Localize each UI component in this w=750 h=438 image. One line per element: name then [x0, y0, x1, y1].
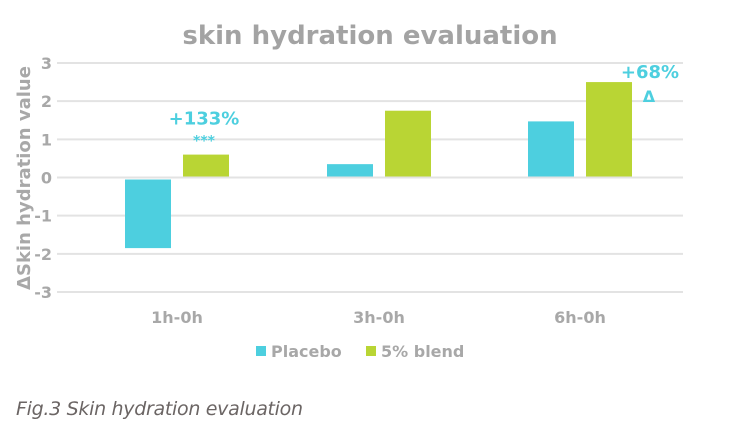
annotations: +133% *** +68% Δ: [169, 62, 679, 150]
annotation-significance: Δ: [643, 87, 656, 106]
legend-swatch: [366, 346, 376, 356]
bar-5-blend-1h-0h: [183, 154, 229, 177]
x-tick-label: 6h-0h: [554, 308, 606, 327]
legend-label: 5% blend: [381, 342, 464, 361]
x-tick-label: 3h-0h: [353, 308, 405, 327]
bar-5-blend-3h-0h: [385, 110, 431, 177]
y-axis-label: ΔSkin hydration value: [14, 66, 35, 290]
bar-placebo-3h-0h: [327, 164, 373, 177]
legend: Placebo 5% blend: [256, 342, 464, 361]
y-tick-labels: 3 2 1 0 -1 -2 -3: [34, 54, 52, 302]
bar-placebo-1h-0h: [125, 179, 171, 249]
y-tick-label: -3: [34, 283, 52, 302]
legend-swatch: [256, 346, 266, 356]
bar-5-blend-6h-0h: [586, 82, 632, 177]
y-tick-label: 3: [41, 54, 52, 73]
y-tick-label: 2: [41, 92, 52, 111]
bars: [125, 82, 632, 249]
figure-caption: Fig.3 Skin hydration evaluation: [16, 398, 303, 420]
x-tick-labels: 1h-0h 3h-0h 6h-0h: [151, 308, 606, 327]
bar-placebo-6h-0h: [528, 121, 574, 177]
annotation-percent: +68%: [621, 62, 679, 83]
y-tick-label: 1: [41, 130, 52, 149]
y-tick-label: 0: [41, 169, 52, 188]
annotation-significance: ***: [193, 134, 216, 150]
legend-item: Placebo: [256, 342, 342, 361]
legend-item: 5% blend: [366, 342, 464, 361]
annotation-percent: +133%: [169, 109, 240, 130]
bar-chart: skin hydration evaluation ΔSkin hydratio…: [14, 21, 683, 361]
legend-label: Placebo: [271, 342, 342, 361]
chart-title: skin hydration evaluation: [182, 21, 557, 51]
x-tick-label: 1h-0h: [151, 308, 203, 327]
y-tick-label: -2: [34, 245, 52, 264]
y-tick-label: -1: [34, 207, 52, 226]
